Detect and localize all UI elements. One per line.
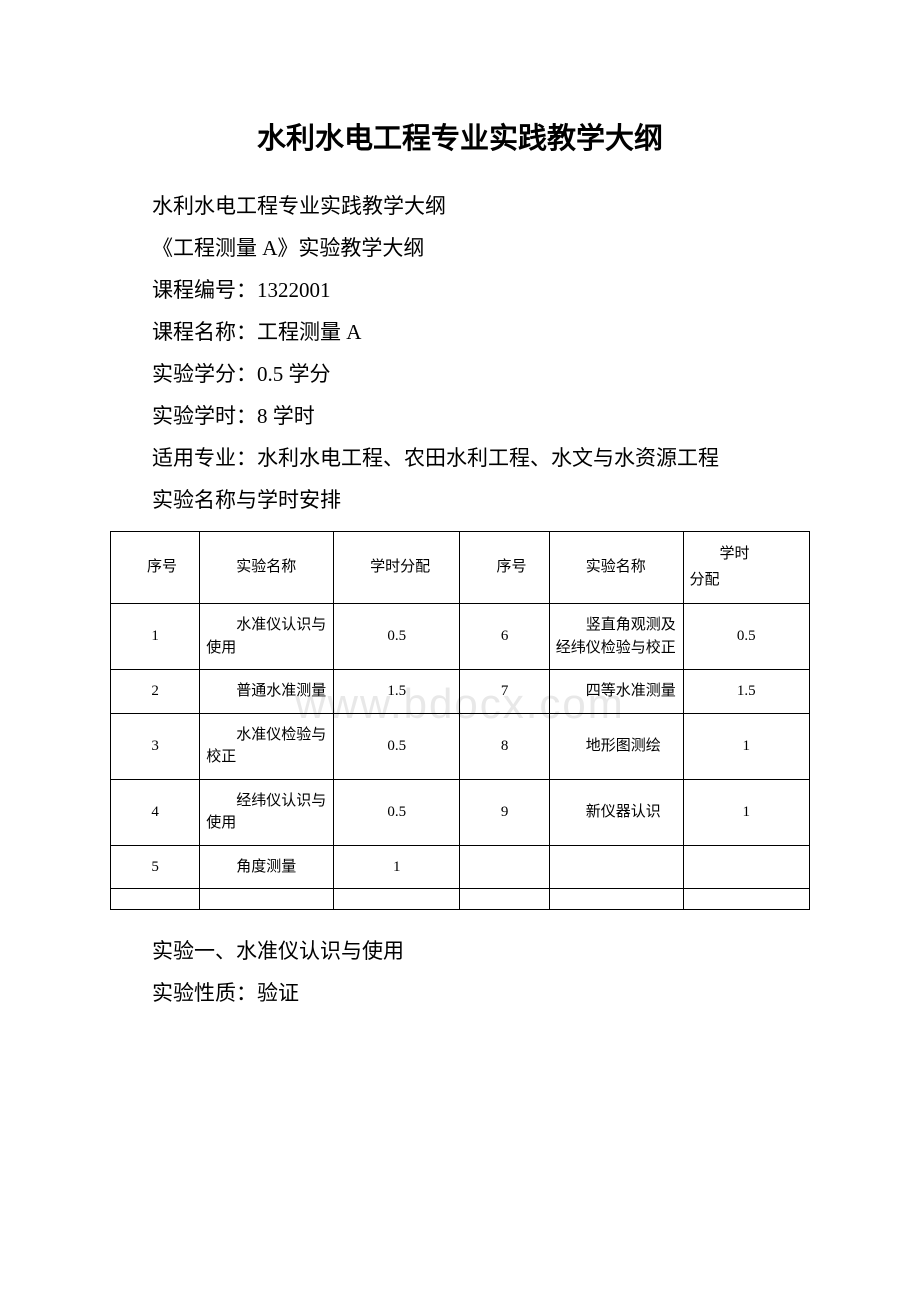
cell-seq: 5: [111, 845, 200, 889]
page-title: 水利水电工程专业实践教学大纲: [110, 115, 810, 157]
cell-hours: 0.5: [334, 604, 460, 670]
cell-name: 水准仪认识与使用: [200, 604, 334, 670]
cell-name: 地形图测绘: [549, 713, 683, 779]
cell-hours: 0.5: [334, 713, 460, 779]
hours-line: 实验学时：8 学时: [110, 395, 810, 437]
cell-seq: 8: [460, 713, 549, 779]
table-row-empty: [111, 889, 810, 910]
cell-name: 角度测量: [200, 845, 334, 889]
table-row: 3 水准仪检验与校正 0.5 8 地形图测绘 1: [111, 713, 810, 779]
table-row: 5 角度测量 1: [111, 845, 810, 889]
cell-name: 新仪器认识: [549, 779, 683, 845]
table-row: 1 水准仪认识与使用 0.5 6 竖直角观测及经纬仪检验与校正 0.5: [111, 604, 810, 670]
cell-seq: [460, 889, 549, 910]
credit-line: 实验学分：0.5 学分: [110, 353, 810, 395]
cell-name: [549, 889, 683, 910]
cell-seq: 6: [460, 604, 549, 670]
cell-seq: 7: [460, 670, 549, 714]
course-name: 课程名称：工程测量 A: [110, 311, 810, 353]
experiment-nature: 实验性质：验证: [110, 972, 810, 1014]
cell-hours: 1: [683, 713, 809, 779]
cell-seq: 2: [111, 670, 200, 714]
cell-hours: 0.5: [683, 604, 809, 670]
cell-seq: 1: [111, 604, 200, 670]
cell-seq: 4: [111, 779, 200, 845]
cell-seq: 9: [460, 779, 549, 845]
cell-seq: 3: [111, 713, 200, 779]
experiment-title: 实验一、水准仪认识与使用: [110, 930, 810, 972]
cell-hours: 1.5: [334, 670, 460, 714]
cell-name: [549, 845, 683, 889]
cell-hours: [683, 889, 809, 910]
header-hours-1: 学时分配: [334, 532, 460, 604]
cell-hours: 0.5: [334, 779, 460, 845]
experiment-schedule-table: 序号 实验名称 学时分配 序号 实验名称 学时 分配 1 水准仪认识与使用 0.…: [110, 531, 810, 910]
table-caption: 实验名称与学时安排: [110, 479, 810, 521]
subtitle-line-1: 水利水电工程专业实践教学大纲: [110, 185, 810, 227]
document-content: 水利水电工程专业实践教学大纲 水利水电工程专业实践教学大纲 《工程测量 A》实验…: [110, 115, 810, 1014]
header-seq-1: 序号: [111, 532, 200, 604]
cell-name: 竖直角观测及经纬仪检验与校正: [549, 604, 683, 670]
header-name-1: 实验名称: [200, 532, 334, 604]
cell-seq: [111, 889, 200, 910]
cell-hours: [683, 845, 809, 889]
cell-name: 普通水准测量: [200, 670, 334, 714]
cell-name: [200, 889, 334, 910]
table-header-row: 序号 实验名称 学时分配 序号 实验名称 学时 分配: [111, 532, 810, 604]
header-seq-2: 序号: [460, 532, 549, 604]
cell-name: 四等水准测量: [549, 670, 683, 714]
header-hours-2: 学时 分配: [683, 532, 809, 604]
cell-hours: [334, 889, 460, 910]
course-number: 课程编号：1322001: [110, 269, 810, 311]
table-row: 2 普通水准测量 1.5 7 四等水准测量 1.5: [111, 670, 810, 714]
cell-hours: 1: [683, 779, 809, 845]
cell-hours: 1.5: [683, 670, 809, 714]
subtitle-line-2: 《工程测量 A》实验教学大纲: [110, 227, 810, 269]
major-line: 适用专业：水利水电工程、农田水利工程、水文与水资源工程: [110, 437, 810, 479]
cell-name: 经纬仪认识与使用: [200, 779, 334, 845]
header-name-2: 实验名称: [549, 532, 683, 604]
cell-seq: [460, 845, 549, 889]
table-row: 4 经纬仪认识与使用 0.5 9 新仪器认识 1: [111, 779, 810, 845]
cell-hours: 1: [334, 845, 460, 889]
cell-name: 水准仪检验与校正: [200, 713, 334, 779]
